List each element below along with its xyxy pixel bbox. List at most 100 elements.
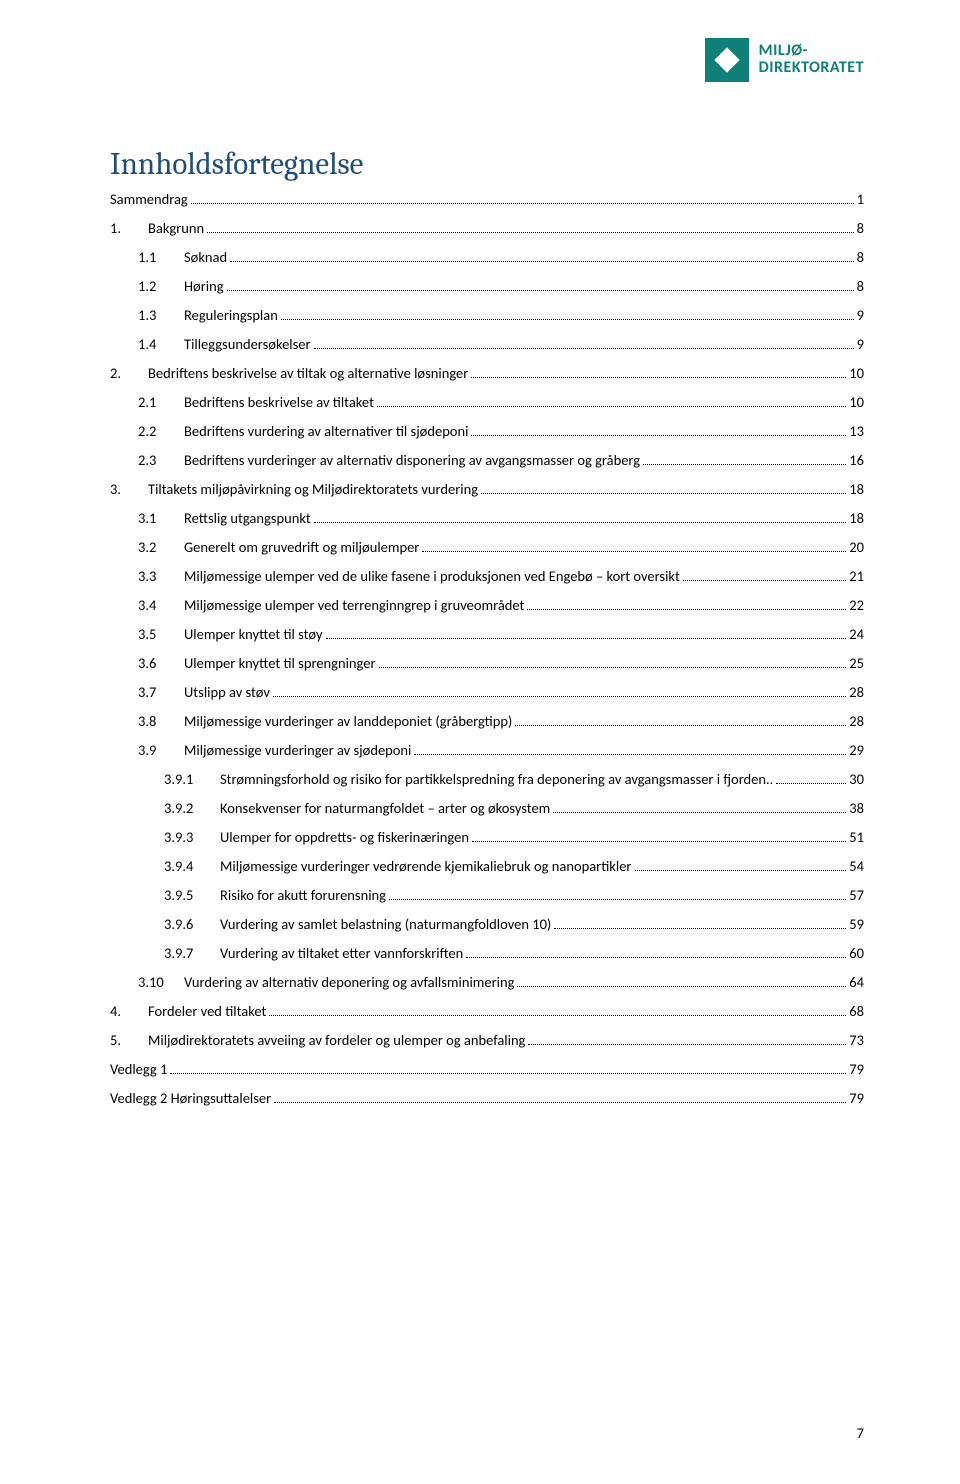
toc-entry[interactable]: Vedlegg 2 Høringsuttalelser79 — [110, 1091, 864, 1106]
toc-entry[interactable]: 2.2Bedriftens vurdering av alternativer … — [110, 424, 864, 439]
toc-entry-number: 1.4 — [138, 337, 184, 352]
toc-entry[interactable]: 2.3Bedriftens vurderinger av alternativ … — [110, 453, 864, 468]
toc-entry-number: 3.5 — [138, 627, 184, 642]
toc-entry-page: 28 — [849, 714, 864, 729]
toc-entry-page: 10 — [849, 366, 864, 381]
toc-entry-number: 3.7 — [138, 685, 184, 700]
toc-leader-dots — [281, 311, 854, 320]
page-title: Innholdsfortegnelse — [110, 146, 864, 182]
toc-entry[interactable]: 3.8Miljømessige vurderinger av landdepon… — [110, 714, 864, 729]
toc-entry[interactable]: 3.2Generelt om gruvedrift og miljøulempe… — [110, 540, 864, 555]
toc-entry[interactable]: 3.Tiltakets miljøpåvirkning og Miljødire… — [110, 482, 864, 497]
toc-entry[interactable]: 3.1Rettslig utgangspunkt18 — [110, 511, 864, 526]
toc-entry-page: 18 — [849, 482, 864, 497]
toc-entry-number: 3. — [110, 482, 148, 497]
toc-entry[interactable]: 3.9.4Miljømessige vurderinger vedrørende… — [110, 859, 864, 874]
toc-entry[interactable]: 3.9Miljømessige vurderinger av sjødeponi… — [110, 743, 864, 758]
toc-entry[interactable]: 3.9.2Konsekvenser for naturmangfoldet – … — [110, 801, 864, 816]
toc-entry[interactable]: 1.1Søknad8 — [110, 250, 864, 265]
toc-entry-number: 1. — [110, 221, 148, 236]
toc-entry[interactable]: 3.5Ulemper knyttet til støy 24 — [110, 627, 864, 642]
toc-entry-page: 30 — [849, 772, 864, 787]
toc-leader-dots — [643, 456, 846, 465]
toc-entry[interactable]: 3.7Utslipp av støv 28 — [110, 685, 864, 700]
toc-entry-page: 9 — [857, 308, 864, 323]
toc-entry-number: 3.9.3 — [164, 830, 220, 845]
toc-entry-page: 24 — [849, 627, 864, 642]
toc-entry-page: 64 — [849, 975, 864, 990]
toc-entry-label: Miljømessige ulemper ved de ulike fasene… — [184, 569, 680, 584]
toc-entry-label: Sammendrag — [110, 192, 188, 207]
toc-entry-number: 1.2 — [138, 279, 184, 294]
toc-entry-label: Reguleringsplan — [184, 308, 278, 323]
toc-leader-dots — [683, 572, 846, 581]
toc-entry-label: Generelt om gruvedrift og miljøulemper — [184, 540, 419, 555]
toc-leader-dots — [230, 253, 854, 262]
toc-leader-dots — [389, 891, 846, 900]
toc-leader-dots — [466, 949, 846, 958]
toc-entry[interactable]: 3.10Vurdering av alternativ deponering o… — [110, 975, 864, 990]
toc-entry-number: 3.9.2 — [164, 801, 220, 816]
toc-entry-label: Vedlegg 1 — [110, 1062, 167, 1077]
toc-entry-page: 73 — [849, 1033, 864, 1048]
toc-entry[interactable]: 3.9.3Ulemper for oppdretts- og fiskerinæ… — [110, 830, 864, 845]
toc-leader-dots — [314, 340, 854, 349]
toc-entry-page: 25 — [849, 656, 864, 671]
toc-entry-label: Miljødirektoratets avveiing av fordeler … — [148, 1033, 525, 1048]
toc-entry-number: 3.8 — [138, 714, 184, 729]
toc-entry[interactable]: 1.2Høring8 — [110, 279, 864, 294]
toc-entry[interactable]: 3.3Miljømessige ulemper ved de ulike fas… — [110, 569, 864, 584]
toc-entry-label: Søknad — [184, 250, 227, 265]
toc-leader-dots — [527, 601, 846, 610]
toc-entry-page: 68 — [849, 1004, 864, 1019]
toc-leader-dots — [314, 514, 847, 523]
toc-leader-dots — [517, 978, 846, 987]
toc-entry-number: 3.2 — [138, 540, 184, 555]
toc-entry-label: Bedriftens vurderinger av alternativ dis… — [184, 453, 640, 468]
toc-entry-page: 38 — [849, 801, 864, 816]
toc-entry-label: Vurdering av samlet belastning (naturman… — [220, 917, 551, 932]
toc-entry[interactable]: Vedlegg 179 — [110, 1062, 864, 1077]
toc-entry[interactable]: 3.9.5Risiko for akutt forurensning57 — [110, 888, 864, 903]
toc-entry[interactable]: 3.4Miljømessige ulemper ved terrenginngr… — [110, 598, 864, 613]
toc-entry-label: Miljømessige vurderinger vedrørende kjem… — [220, 859, 632, 874]
toc-entry-number: 3.9.5 — [164, 888, 220, 903]
toc-entry[interactable]: 3.9.7Vurdering av tiltaket etter vannfor… — [110, 946, 864, 961]
toc-entry[interactable]: Sammendrag1 — [110, 192, 864, 207]
toc-entry-number: 3.9 — [138, 743, 184, 758]
toc-leader-dots — [170, 1065, 846, 1074]
toc-leader-dots — [635, 862, 847, 871]
toc-entry-label: Bedriftens beskrivelse av tiltaket — [184, 395, 374, 410]
toc-entry-number: 2.1 — [138, 395, 184, 410]
toc-leader-dots — [471, 427, 846, 436]
toc-entry-label: Utslipp av støv — [184, 685, 270, 700]
toc-entry-page: 51 — [849, 830, 864, 845]
toc-entry-label: Ulemper for oppdretts- og fiskerinæringe… — [220, 830, 469, 845]
toc-entry[interactable]: 3.9.1Strømningsforhold og risiko for par… — [110, 772, 864, 787]
toc-leader-dots — [481, 485, 846, 494]
toc-entry[interactable]: 3.6Ulemper knyttet til sprengninger25 — [110, 656, 864, 671]
toc-entry[interactable]: 2.1Bedriftens beskrivelse av tiltaket10 — [110, 395, 864, 410]
toc-entry-label: Ulemper knyttet til støy — [184, 627, 323, 642]
toc-entry[interactable]: 1.4Tilleggsundersøkelser9 — [110, 337, 864, 352]
toc-entry-number: 1.3 — [138, 308, 184, 323]
toc-entry-number: 5. — [110, 1033, 148, 1048]
toc-entry[interactable]: 3.9.6Vurdering av samlet belastning (nat… — [110, 917, 864, 932]
toc-entry-page: 28 — [849, 685, 864, 700]
toc-entry-number: 3.10 — [138, 975, 184, 990]
toc-entry[interactable]: 4.Fordeler ved tiltaket68 — [110, 1004, 864, 1019]
toc-entry[interactable]: 1.Bakgrunn8 — [110, 221, 864, 236]
toc-leader-dots — [553, 804, 846, 813]
toc-entry-number: 2.2 — [138, 424, 184, 439]
toc-entry-page: 21 — [849, 569, 864, 584]
toc-leader-dots — [227, 282, 854, 291]
toc-entry-page: 59 — [849, 917, 864, 932]
toc-entry[interactable]: 1.3Reguleringsplan 9 — [110, 308, 864, 323]
toc-entry-label: Høring — [184, 279, 224, 294]
toc-entry[interactable]: 5.Miljødirektoratets avveiing av fordele… — [110, 1033, 864, 1048]
toc-entry[interactable]: 2.Bedriftens beskrivelse av tiltak og al… — [110, 366, 864, 381]
toc-leader-dots — [776, 775, 846, 784]
logo: MILJØ- DIREKTORATET — [705, 38, 864, 82]
toc-leader-dots — [515, 717, 846, 726]
toc-entry-label: Bedriftens beskrivelse av tiltak og alte… — [148, 366, 468, 381]
